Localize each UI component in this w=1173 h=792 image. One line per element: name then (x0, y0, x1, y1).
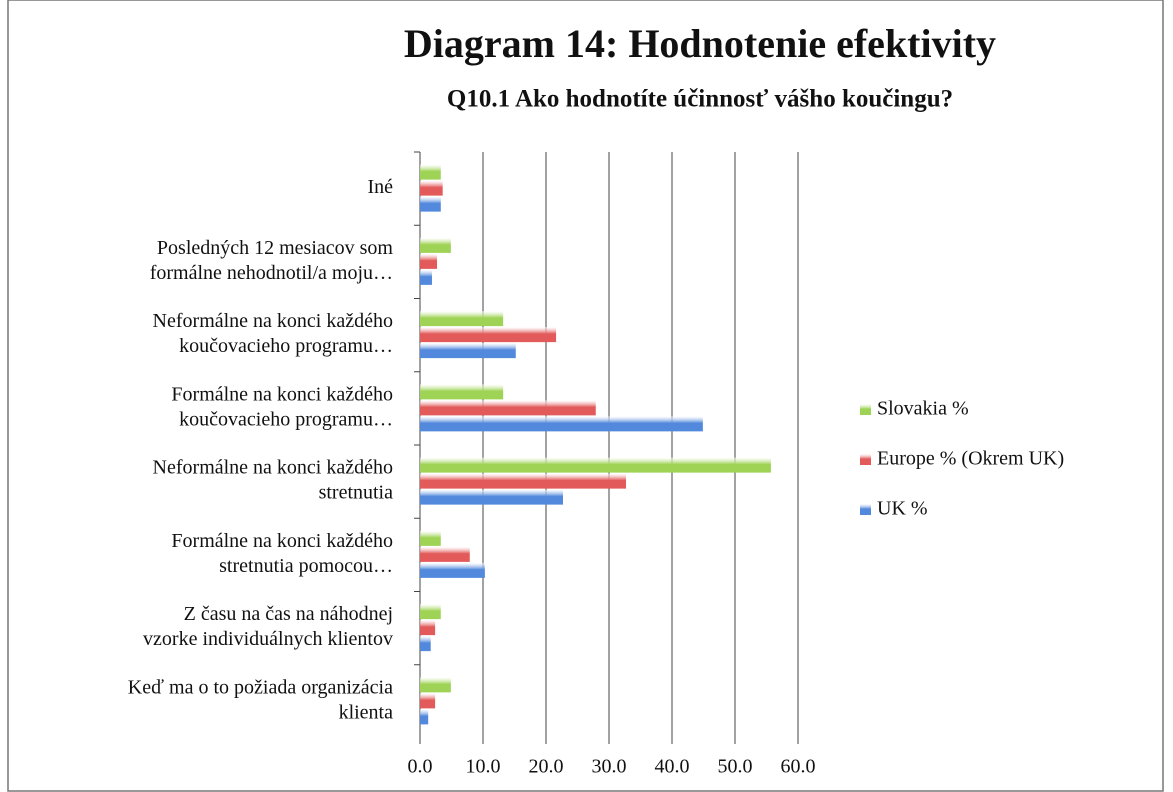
bar (420, 693, 436, 709)
bar (420, 489, 564, 505)
chart-subtitle: Q10.1 Ako hodnotíte účinnosť vášho kouči… (447, 86, 953, 113)
bar (420, 327, 557, 343)
bar (420, 196, 441, 212)
legend-swatch (860, 504, 871, 515)
bar (420, 311, 504, 327)
y-tick-label: koučovacieho programu… (179, 335, 393, 357)
bar (420, 164, 441, 180)
y-tick-label: Posledných 12 mesiacov som (157, 237, 394, 259)
y-tick-label: Z času na čas na náhodnej (184, 603, 393, 625)
y-tick-label: Formálne na konci každého (171, 383, 393, 405)
bar (420, 546, 470, 562)
legend-swatch (860, 404, 871, 415)
bar (420, 343, 516, 359)
x-tick-label: 10.0 (466, 756, 501, 778)
x-tick-label: 20.0 (529, 756, 564, 778)
legend-label: Slovakia % (877, 398, 969, 420)
bar (420, 636, 431, 652)
bar (420, 416, 703, 432)
bar (420, 562, 485, 578)
x-tick-label: 30.0 (592, 756, 627, 778)
y-tick-label: Keď ma o to požiada organizácia (128, 676, 393, 698)
y-tick-label: Iné (367, 176, 393, 198)
chart-frame (7, 0, 1164, 792)
y-tick-label: klienta (339, 701, 394, 723)
x-tick-label: 40.0 (655, 756, 690, 778)
y-tick-label: Neformálne na konci každého (153, 310, 393, 332)
chart-title: Diagram 14: Hodnotenie efektivity (404, 21, 996, 66)
bar (420, 457, 771, 473)
bar (420, 709, 429, 725)
x-tick-label: 60.0 (781, 756, 816, 778)
bar (420, 620, 436, 636)
y-tick-label: formálne nehodnotil/a moju… (150, 262, 393, 284)
y-tick-label: Neformálne na konci každého (153, 457, 393, 479)
x-tick-label: 50.0 (718, 756, 753, 778)
x-tick-label: 0.0 (408, 756, 433, 778)
legend-label: Europe % (Okrem UK) (877, 448, 1064, 470)
bar (420, 253, 438, 269)
legend-label: UK % (877, 498, 928, 520)
bar (420, 604, 441, 620)
bar (420, 180, 443, 196)
legend-swatch (860, 454, 871, 465)
y-tick-label: stretnutia pomocou… (219, 555, 393, 577)
bar (420, 237, 451, 253)
y-tick-label: Formálne na konci každého (171, 530, 393, 552)
y-tick-label: stretnutia (319, 482, 394, 504)
bar (420, 473, 627, 489)
bar (420, 269, 432, 285)
bar (420, 530, 441, 546)
y-tick-label: koučovacieho programu… (179, 408, 393, 430)
bar (420, 400, 596, 416)
bar (420, 677, 451, 693)
bar (420, 384, 504, 400)
y-tick-label: vzorke individuálnych klientov (143, 628, 393, 650)
